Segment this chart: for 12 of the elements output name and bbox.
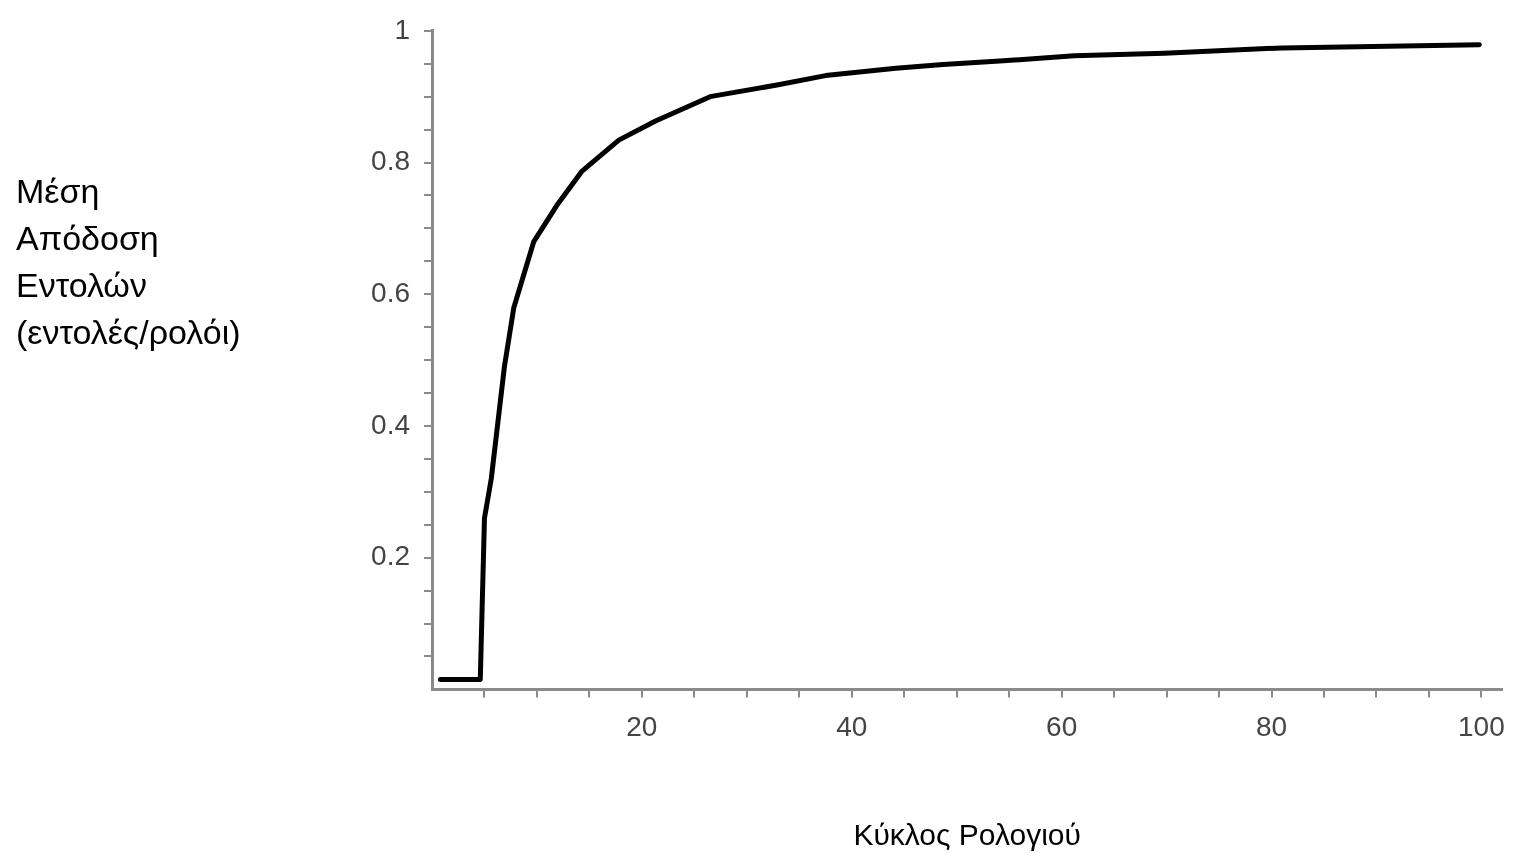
x-axis-title: Κύκλος Ρολογιού: [853, 818, 1081, 852]
x-tick-label: 20: [626, 710, 658, 742]
y-tick-label: 0.6: [371, 276, 410, 308]
y-tick-label: 0.2: [371, 540, 410, 572]
y-tick-label: 0.4: [371, 408, 410, 440]
x-tick-label: 80: [1255, 710, 1288, 742]
x-tick-label: 60: [1046, 710, 1078, 742]
y-axis-title: Μέση Απόδοση Εντολών (εντολές/ρολόι): [16, 171, 242, 353]
x-tick-label: 100: [1458, 710, 1505, 742]
x-tick-label: 40: [836, 710, 868, 742]
y-tick-label: 1: [394, 13, 410, 45]
y-tick-label: 0.8: [371, 145, 410, 177]
